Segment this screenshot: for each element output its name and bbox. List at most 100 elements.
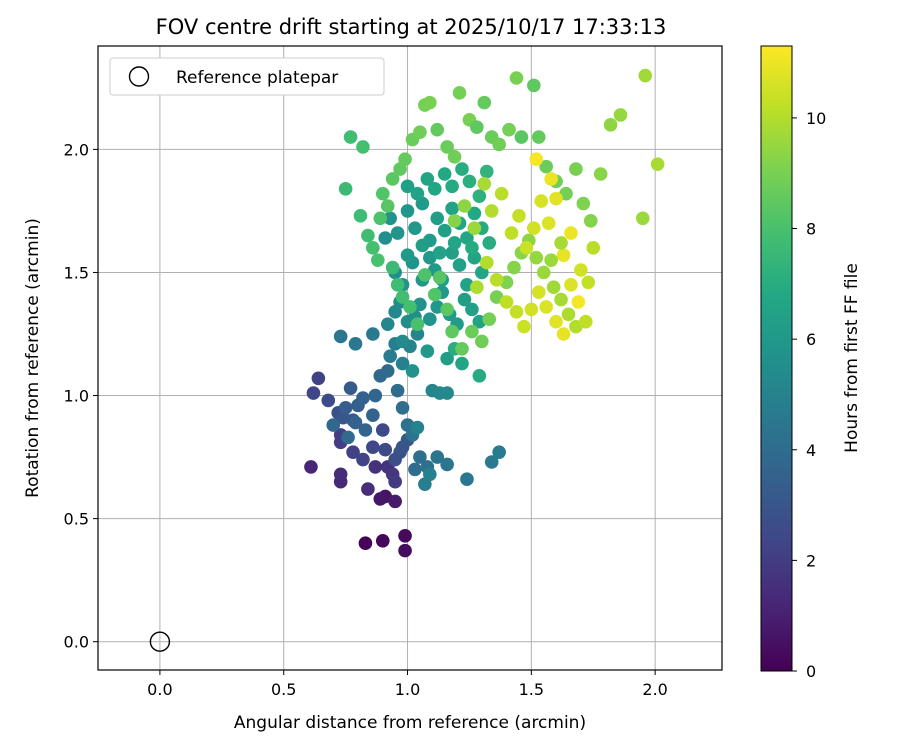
data-point [529,152,544,167]
y-axis-label: Rotation from reference (arcmin) [23,218,43,498]
data-point [492,445,506,459]
data-point [440,302,454,317]
data-point [583,213,598,228]
data-point [549,191,563,206]
legend-label: Reference platepar [176,68,338,88]
data-point [368,460,383,474]
data-point [539,159,553,174]
data-point [410,186,425,201]
data-point [479,164,494,179]
legend-box [109,57,385,96]
data-point [470,120,484,135]
colorbar-tick-label: 0 [806,662,816,681]
data-point [388,494,402,509]
data-point [445,201,459,216]
data-point [358,536,373,551]
data-point [348,415,363,430]
data-point [390,277,405,292]
data-point [529,250,544,265]
data-point [579,314,593,329]
data-point [544,253,558,267]
data-point [432,245,447,260]
data-point [502,122,516,137]
data-point [427,181,442,196]
data-point [430,450,445,464]
data-point [492,137,506,152]
data-point [333,329,348,344]
data-point [356,140,370,154]
data-point [455,341,469,356]
data-point [564,277,578,292]
colorbar-tick-label: 10 [806,109,826,128]
data-point [440,386,454,400]
data-point [564,226,578,240]
y-axis-ticks: 0.0 0.5 1.0 1.5 2.0 [64,140,98,652]
data-point [415,238,430,253]
data-point [467,206,482,221]
data-point [489,273,504,287]
data-point [581,275,596,290]
data-point [398,543,412,558]
data-point [445,179,459,194]
data-point [546,280,561,295]
data-point [556,327,571,341]
data-point [507,260,521,275]
data-point [418,268,432,282]
colorbar-ticks: 0 2 4 6 8 10 [792,109,826,681]
data-point [403,300,417,314]
y-tick-label: 0.5 [64,510,89,529]
data-point [462,174,477,189]
x-tick-label: 0.5 [271,680,296,699]
data-point [460,472,474,487]
colorbar: 0 2 4 6 8 10 Hours from first FF file [760,45,862,681]
data-point [440,351,454,366]
data-point [472,189,487,203]
data-point [494,186,509,201]
data-point [554,236,568,250]
data-point [472,369,487,383]
x-axis-label: Angular distance from reference (arcmin) [234,713,586,733]
data-point [638,68,653,83]
data-point [423,95,437,110]
data-point [383,211,397,226]
data-point [358,423,373,437]
data-point [541,216,556,231]
colorbar-tick-label: 2 [806,551,816,570]
data-point [437,223,452,238]
data-point [333,467,348,482]
plot-frame [97,45,723,671]
data-point [447,213,462,228]
y-tick-label: 2.0 [64,140,89,159]
data-point [338,401,353,415]
data-point [549,314,563,329]
colorbar-tick-label: 6 [806,330,816,349]
x-axis-ticks: 0.0 0.5 1.0 1.5 2.0 [147,670,668,699]
data-point [484,455,499,469]
data-point [398,152,412,167]
data-point [375,423,390,437]
data-point [514,130,529,144]
colorbar-tick-label: 8 [806,220,816,239]
data-point [321,393,336,408]
data-point [306,386,321,400]
data-point [457,199,472,213]
x-tick-label: 0.0 [147,680,172,699]
data-point [423,467,437,482]
data-points [304,68,665,558]
data-point [586,241,601,255]
data-point [343,381,358,395]
data-point [430,122,445,137]
data-point [524,302,539,317]
data-point [383,349,397,363]
data-point [650,157,665,171]
data-point [385,172,400,186]
data-point [427,287,442,302]
data-point [509,71,524,85]
data-point [437,167,452,181]
data-point [420,344,435,359]
data-point [395,401,410,415]
data-point [408,462,422,477]
data-point [326,418,341,432]
data-point [348,337,363,351]
data-point [455,356,469,371]
